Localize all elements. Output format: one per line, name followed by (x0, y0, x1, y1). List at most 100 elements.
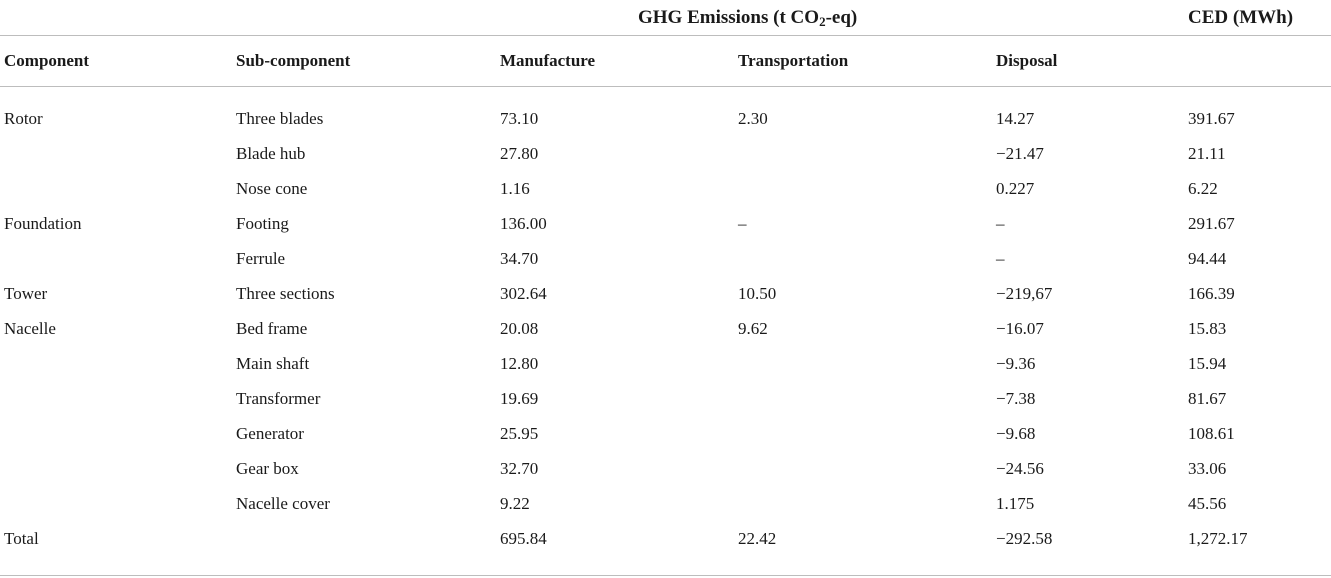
cell-transportation (734, 451, 992, 486)
cell-manufacture: 25.95 (500, 423, 539, 443)
cell-ced: 108.61 (1188, 423, 1235, 443)
cell-manufacture: 695.84 (500, 528, 547, 548)
table-row: Tower Three sections 302.64 10.50 −219,67 166… (0, 276, 1331, 311)
cell-transportation: – (738, 213, 747, 233)
cell-transportation (734, 136, 992, 171)
cell-manufacture: 34.70 (500, 248, 539, 268)
cell-ced: 291.67 (1188, 213, 1235, 233)
cell-transportation: 10.50 (738, 283, 777, 303)
cell-manufacture: 9.22 (500, 493, 530, 513)
cell-ced: 15.83 (1188, 318, 1227, 338)
cell-component (0, 136, 232, 171)
cell-manufacture: 302.64 (500, 283, 547, 303)
cell-component (0, 416, 232, 451)
table-row: Transformer 19.69 −7.38 81.67 (0, 381, 1331, 416)
cell-disposal: −9.36 (996, 353, 1036, 373)
group-header-row: GHG Emissions (t CO2-eq) CED (MWh) (0, 0, 1331, 36)
cell-transportation (734, 346, 992, 381)
cell-manufacture: 136.00 (500, 213, 547, 233)
cell-transportation: 22.42 (738, 528, 777, 548)
cell-disposal: 14.27 (996, 108, 1035, 128)
cell-manufacture: 27.80 (500, 143, 539, 163)
cell-component: Rotor (4, 108, 43, 128)
cell-component: Nacelle (4, 318, 56, 338)
column-header-transportation: Transportation (738, 51, 849, 70)
cell-ced: 6.22 (1188, 178, 1218, 198)
cell-component: Foundation (4, 213, 82, 233)
ced-header: CED (MWh) (1188, 6, 1294, 28)
table-row: Generator 25.95 −9.68 108.61 (0, 416, 1331, 451)
column-header-disposal: Disposal (996, 51, 1058, 70)
cell-sub-component: Transformer (236, 388, 321, 408)
cell-transportation (734, 171, 992, 206)
cell-sub-component: Ferrule (236, 248, 286, 268)
cell-sub-component: Gear box (236, 458, 299, 478)
cell-sub-component: Footing (236, 213, 289, 233)
cell-disposal: – (996, 248, 1005, 268)
cell-manufacture: 73.10 (500, 108, 539, 128)
cell-manufacture: 12.80 (500, 353, 539, 373)
cell-disposal: −21.47 (996, 143, 1044, 163)
group-header-empty (232, 0, 496, 36)
cell-transportation: 2.30 (738, 108, 768, 128)
cell-transportation (734, 486, 992, 521)
cell-manufacture: 1.16 (500, 178, 530, 198)
table-row: Blade hub 27.80 −21.47 21.11 (0, 136, 1331, 171)
cell-sub-component: Blade hub (236, 143, 306, 163)
table-row: Nacelle Bed frame 20.08 9.62 −16.07 15.83 (0, 311, 1331, 346)
cell-disposal: −219,67 (996, 283, 1053, 303)
cell-disposal: −292.58 (996, 528, 1053, 548)
cell-sub-component: Main shaft (236, 353, 310, 373)
cell-manufacture: 32.70 (500, 458, 539, 478)
cell-component (0, 241, 232, 276)
cell-sub-component: Generator (236, 423, 304, 443)
cell-disposal: – (996, 213, 1005, 233)
table-row: Nacelle cover 9.22 1.175 45.56 (0, 486, 1331, 521)
cell-ced: 1,272.17 (1188, 528, 1248, 548)
table-row: Total 695.84 22.42 −292.58 1,272.17 (0, 521, 1331, 556)
cell-ced: 45.56 (1188, 493, 1227, 513)
cell-transportation (734, 416, 992, 451)
ghg-emissions-header: GHG Emissions (t CO2-eq) (638, 6, 858, 29)
column-header-sub-component: Sub-component (236, 51, 351, 70)
cell-manufacture: 20.08 (500, 318, 539, 338)
table-body: Rotor Three blades 73.10 2.30 14.27 391.67 Bla… (0, 101, 1331, 556)
cell-component (0, 381, 232, 416)
cell-component: Tower (4, 283, 48, 303)
cell-disposal: −9.68 (996, 423, 1036, 443)
cell-sub-component: Nose cone (236, 178, 308, 198)
cell-component (0, 171, 232, 206)
cell-ced: 33.06 (1188, 458, 1227, 478)
cell-sub-component: Three blades (236, 108, 324, 128)
cell-sub-component (232, 521, 496, 556)
column-header-ced (1184, 36, 1331, 87)
column-header-component: Component (4, 51, 90, 70)
cell-transportation (734, 381, 992, 416)
cell-component: Total (4, 528, 39, 548)
table-row: Nose cone 1.16 0.227 6.22 (0, 171, 1331, 206)
group-header-empty (0, 0, 232, 36)
table-row: Foundation Footing 136.00 – – 291.67 (0, 206, 1331, 241)
cell-disposal: 0.227 (996, 178, 1035, 198)
cell-ced: 81.67 (1188, 388, 1227, 408)
cell-transportation (734, 241, 992, 276)
cell-sub-component: Nacelle cover (236, 493, 330, 513)
cell-sub-component: Bed frame (236, 318, 308, 338)
cell-component (0, 346, 232, 381)
table-row: Ferrule 34.70 – 94.44 (0, 241, 1331, 276)
cell-disposal: −16.07 (996, 318, 1044, 338)
table-row: Main shaft 12.80 −9.36 15.94 (0, 346, 1331, 381)
cell-disposal: −7.38 (996, 388, 1036, 408)
cell-manufacture: 19.69 (500, 388, 539, 408)
cell-sub-component: Three sections (236, 283, 335, 303)
table-bottom-rule (0, 575, 1331, 576)
cell-ced: 15.94 (1188, 353, 1227, 373)
cell-disposal: 1.175 (996, 493, 1035, 513)
cell-component (0, 451, 232, 486)
cell-component (0, 486, 232, 521)
table-row: Gear box 32.70 −24.56 33.06 (0, 451, 1331, 486)
cell-ced: 391.67 (1188, 108, 1235, 128)
cell-disposal: −24.56 (996, 458, 1044, 478)
column-header-manufacture: Manufacture (500, 51, 596, 70)
cell-ced: 21.11 (1188, 143, 1226, 163)
